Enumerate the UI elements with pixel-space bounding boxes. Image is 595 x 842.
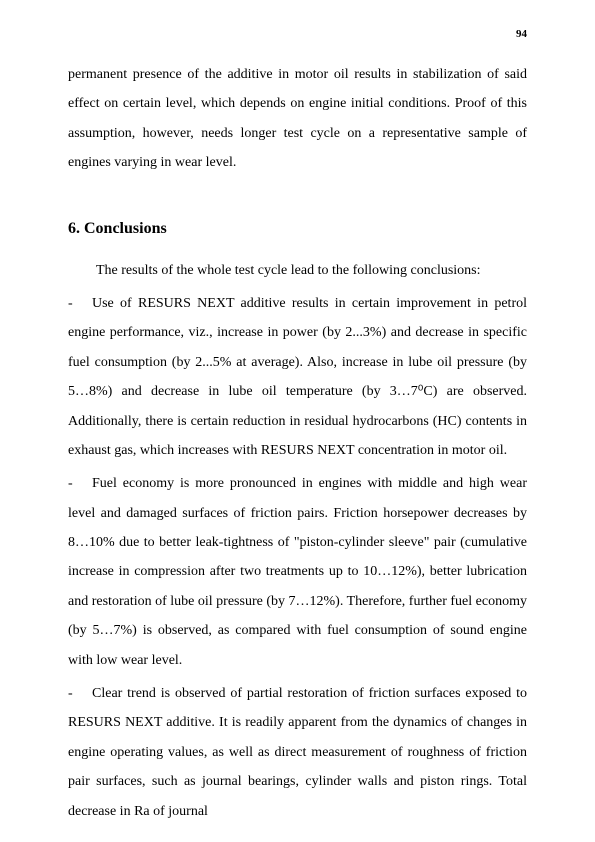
bullet-text-3: Clear trend is observed of partial resto… (68, 686, 527, 819)
bullet-item-2: -Fuel economy is more pronounced in engi… (68, 469, 527, 675)
bullet-text-1: Use of RESURS NEXT additive results in c… (68, 296, 527, 458)
conclusions-intro: The results of the whole test cycle lead… (68, 256, 527, 285)
bullet-dash-icon: - (68, 289, 92, 318)
section-heading: 6. Conclusions (68, 220, 527, 238)
page-number: 94 (516, 28, 527, 40)
bullet-item-3: -Clear trend is observed of partial rest… (68, 679, 527, 826)
bullet-dash-icon: - (68, 679, 92, 708)
bullet-dash-icon: - (68, 469, 92, 498)
bullet-text-2: Fuel economy is more pronounced in engin… (68, 476, 527, 667)
bullet-item-1: -Use of RESURS NEXT additive results in … (68, 289, 527, 465)
intro-paragraph: permanent presence of the additive in mo… (68, 60, 527, 178)
